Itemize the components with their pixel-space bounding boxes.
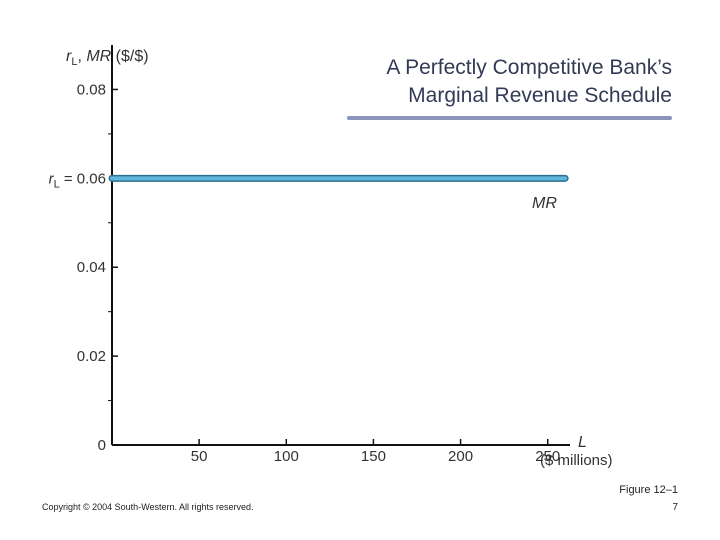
y-tick-label-4: 0.08 xyxy=(77,81,106,98)
title-underline xyxy=(347,116,672,120)
chart-title: A Perfectly Competitive Bank’s Marginal … xyxy=(386,54,672,110)
y-tick-label-3: rL = 0.06 xyxy=(49,170,106,190)
x-tick-label-1: 100 xyxy=(274,448,299,465)
y-axis-label: rL, MR ($/$) xyxy=(66,48,149,69)
x-axis-unit: ($ millions) xyxy=(540,452,613,469)
x-axis-variable: L xyxy=(578,434,587,451)
figure-label: Figure 12–1 xyxy=(619,484,678,496)
copyright-text: Copyright © 2004 South-Western. All righ… xyxy=(42,502,254,512)
x-tick-label-2: 150 xyxy=(361,448,386,465)
mr-series-label: MR xyxy=(532,195,557,212)
y-tick-label-0: 0 xyxy=(98,437,106,454)
chart-title-line-2: Marginal Revenue Schedule xyxy=(408,84,672,107)
y-tick-label-1: 0.02 xyxy=(77,348,106,365)
chart-title-line-1: A Perfectly Competitive Bank’s xyxy=(386,56,672,79)
y-tick-label-2: 0.04 xyxy=(77,259,106,276)
page-number: 7 xyxy=(672,502,678,513)
x-tick-label-0: 50 xyxy=(191,448,208,465)
x-tick-label-4: 250 xyxy=(535,448,560,465)
x-tick-label-3: 200 xyxy=(448,448,473,465)
